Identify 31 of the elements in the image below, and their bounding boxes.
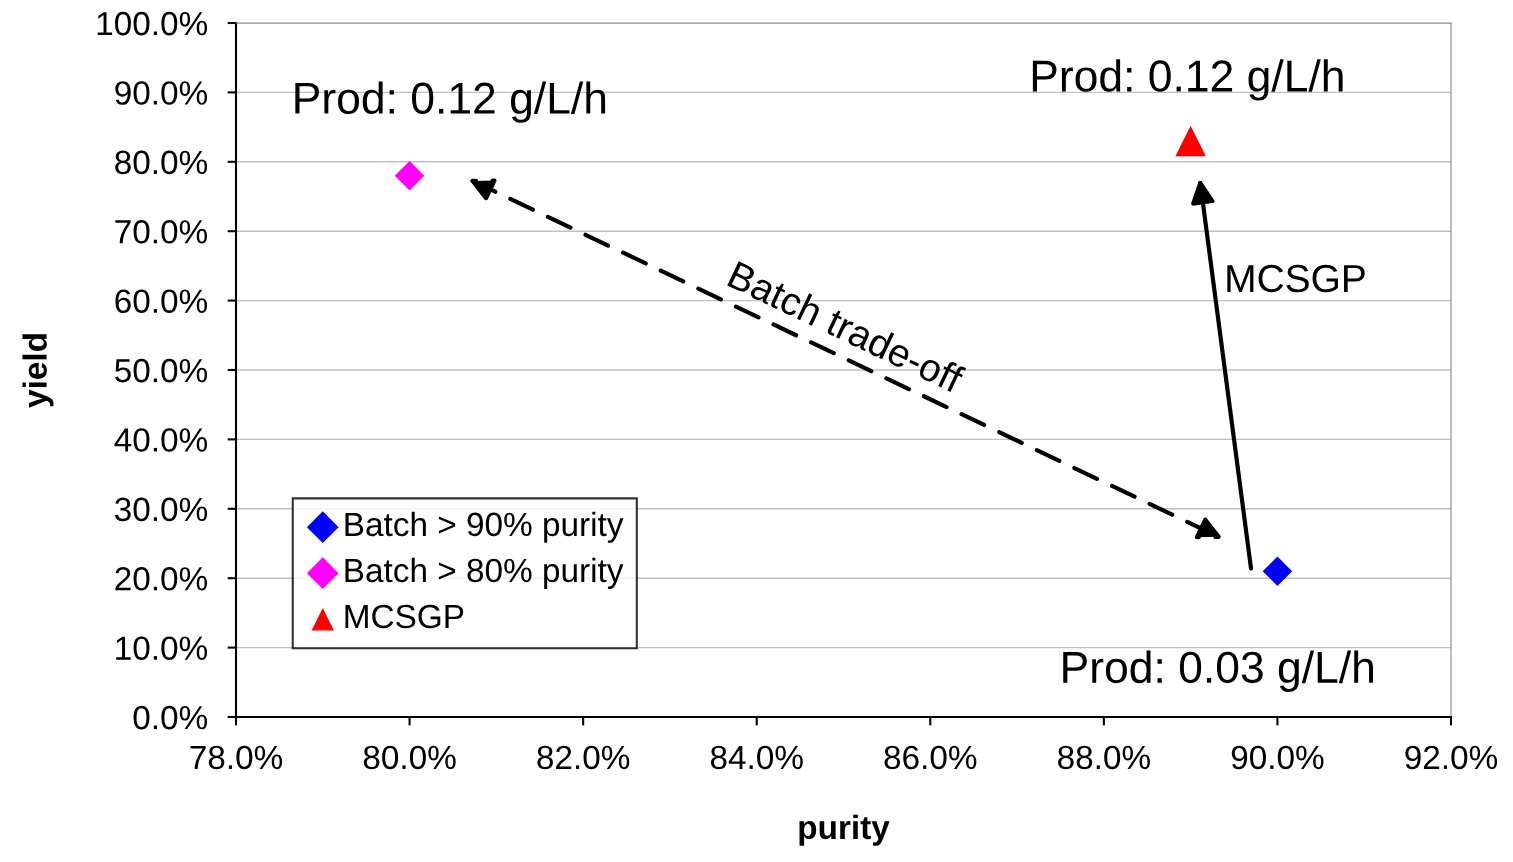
x-tick-label: 82.0% xyxy=(537,745,630,770)
legend-label: Batch > 90% purity xyxy=(345,511,624,543)
x-tick-label: 80.0% xyxy=(363,745,456,770)
point xyxy=(394,160,425,191)
y-tick-label: 10.0% xyxy=(116,636,208,661)
y-tick-label: 70.0% xyxy=(115,220,208,244)
annotation: MCSGP xyxy=(1227,264,1365,293)
annotation: Prod: 0.12 g/L/h xyxy=(295,81,606,123)
x-tick-label: 92.0% xyxy=(1405,745,1498,770)
y-tick-label: 50.0% xyxy=(115,358,208,383)
x-tick-label: 78.0% xyxy=(190,745,283,770)
annotation: Prod: 0.03 g/L/h xyxy=(1063,650,1373,692)
y-tick-label: 0.0% xyxy=(133,705,208,730)
x-tick-label: 84.0% xyxy=(710,745,803,770)
y-tick-label: 90.0% xyxy=(115,81,208,105)
annotation: Prod: 0.12 g/L/h xyxy=(1032,59,1343,101)
x-axis-title: purity xyxy=(799,814,890,846)
y-tick-label: 80.0% xyxy=(115,150,208,175)
y-tick-label: 30.0% xyxy=(114,497,208,522)
y-tick-label: 100.0% xyxy=(97,11,208,36)
legend-label: MCSGP xyxy=(345,604,464,629)
legend-label: Batch > 80% purity xyxy=(345,557,624,589)
y-tick-label: 40.0% xyxy=(114,428,208,452)
x-tick-label: 86.0% xyxy=(884,745,977,770)
point xyxy=(1262,556,1293,586)
y-tick-label: 20.0% xyxy=(115,567,208,591)
y-tick-label: 60.0% xyxy=(115,289,208,314)
x-tick-label: 90.0% xyxy=(1231,745,1324,770)
x-tick-label: 88.0% xyxy=(1058,745,1150,770)
y-axis-title: yield xyxy=(22,334,54,408)
point xyxy=(1175,125,1206,157)
